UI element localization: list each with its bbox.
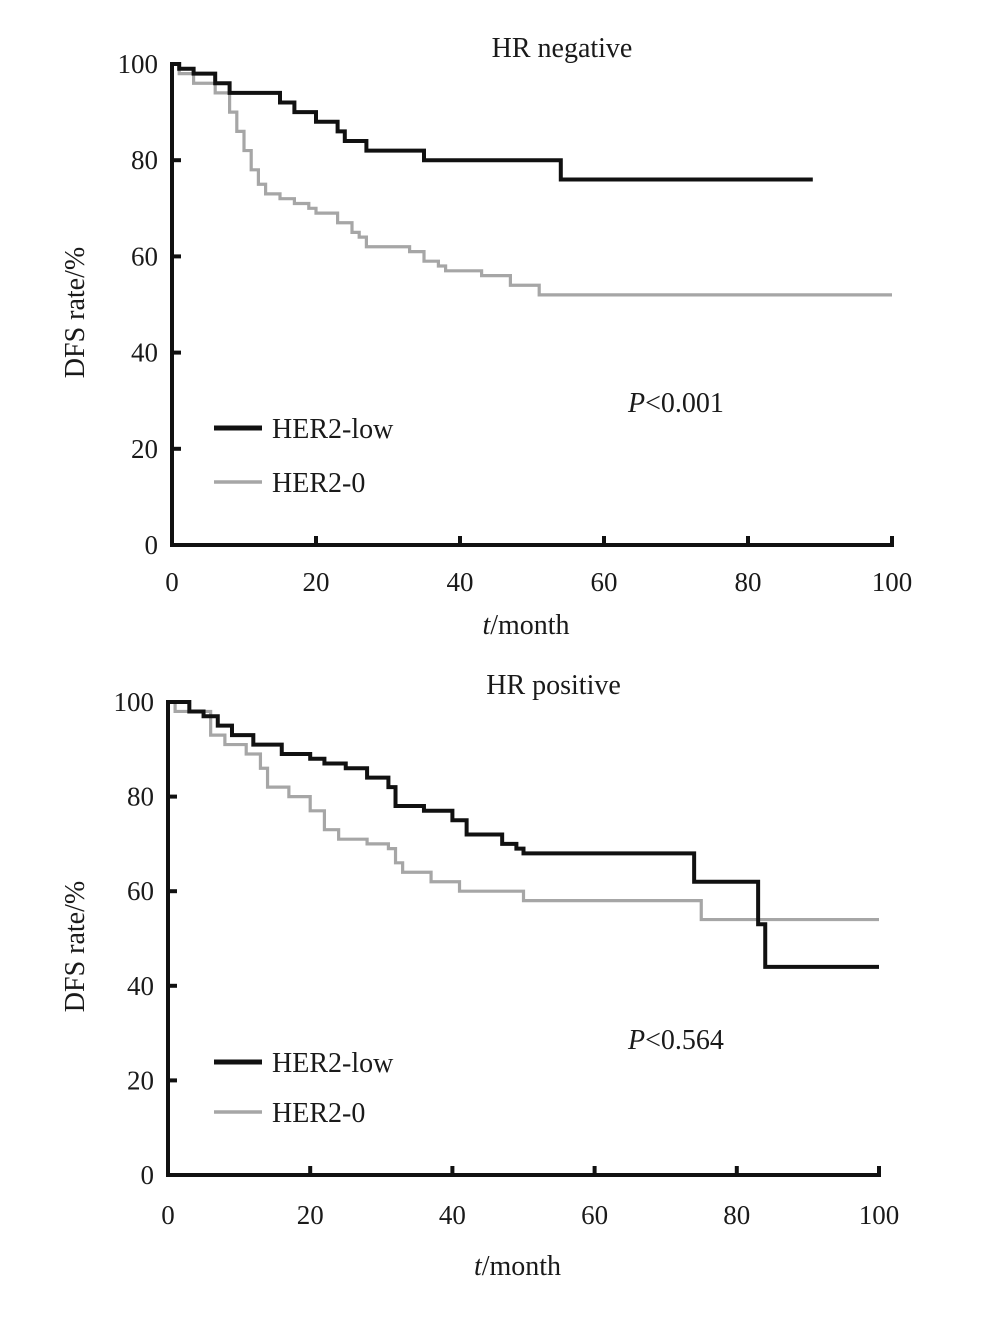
chart-title: HR positive — [486, 670, 621, 701]
x-tick-label: 60 — [581, 1200, 608, 1230]
y-tick-label: 80 — [131, 145, 158, 175]
y-tick-label: 40 — [127, 971, 154, 1001]
y-axis-label: DFS rate/% — [60, 247, 91, 378]
x-tick-label: 80 — [735, 567, 762, 597]
panel-hr-negative: HR negative 0 20 40 60 80 100 0 20 40 60 80 100 t/mon… — [60, 33, 912, 641]
series-line-her2-low — [172, 62, 813, 182]
chart-title: HR negative — [492, 33, 633, 64]
y-tick-label: 40 — [131, 338, 158, 368]
legend-label: HER2-0 — [272, 1098, 365, 1129]
x-tick-label: 0 — [165, 567, 179, 597]
x-tick-label: 100 — [859, 1200, 900, 1230]
legend-label: HER2-low — [272, 414, 394, 445]
p-value-annotation: P<0.001 — [627, 388, 724, 419]
y-tick-label: 20 — [131, 434, 158, 464]
panel-hr-positive: HR positive 0 20 40 60 80 100 0 20 40 60 80 100 t/mon… — [60, 670, 899, 1282]
y-tick-label: 80 — [127, 782, 154, 812]
y-axis-label: DFS rate/% — [60, 881, 91, 1012]
y-tick-label: 100 — [118, 49, 159, 79]
x-axis-label: t/month — [474, 1251, 561, 1282]
x-tick-label: 80 — [723, 1200, 750, 1230]
x-tick-label: 100 — [872, 567, 913, 597]
x-tick-label: 40 — [447, 567, 474, 597]
x-tick-label: 0 — [161, 1200, 175, 1230]
legend-label: HER2-low — [272, 1048, 394, 1079]
series-line-her2-0 — [172, 62, 892, 297]
x-tick-label: 60 — [591, 567, 618, 597]
x-axis-label: t/month — [482, 610, 569, 641]
x-tick-label: 20 — [303, 567, 330, 597]
x-tick-label: 40 — [439, 1200, 466, 1230]
p-value-annotation: P<0.564 — [627, 1025, 724, 1056]
y-tick-label: 0 — [141, 1160, 155, 1190]
series-line-her2-0 — [168, 700, 879, 922]
y-tick-label: 100 — [114, 687, 155, 717]
legend-label: HER2-0 — [272, 468, 365, 499]
y-tick-label: 0 — [145, 530, 159, 560]
y-tick-label: 60 — [131, 241, 158, 271]
x-tick-label: 20 — [297, 1200, 324, 1230]
y-tick-label: 60 — [127, 876, 154, 906]
series-line-her2-low — [168, 700, 879, 969]
y-tick-label: 20 — [127, 1065, 154, 1095]
